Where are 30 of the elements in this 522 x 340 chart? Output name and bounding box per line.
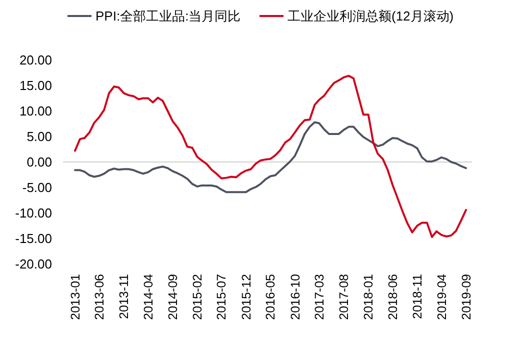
y-tick-label: -5.00 — [22, 180, 52, 196]
x-tick-label: 2017-08 — [337, 274, 352, 320]
x-tick-label: 2018-01 — [362, 274, 376, 320]
line-series — [74, 74, 467, 238]
x-tick-label: 2018-06 — [386, 274, 400, 320]
x-tick-label: 2018-11 — [410, 274, 425, 319]
x-tick-label: 2014-09 — [166, 274, 180, 320]
y-tick-label: 5.00 — [26, 129, 52, 144]
y-tick-label: 0.00 — [26, 154, 52, 170]
x-tick-label: 2013-06 — [92, 274, 107, 320]
x-tick-label: 2017-03 — [312, 274, 327, 320]
x-tick-label: 2013-11 — [117, 274, 132, 319]
y-tick-label: 10.00 — [19, 104, 52, 119]
legend-label: 工业企业利润总额(12月滚动) — [288, 8, 454, 24]
y-tick-label: 20.00 — [19, 52, 52, 68]
y-tick-label: 15.00 — [19, 78, 52, 94]
x-tick-label: 2016-05 — [264, 274, 278, 320]
x-tick-label: 2016-10 — [288, 274, 302, 320]
y-tick-label: -10.00 — [15, 206, 52, 221]
y-tick-label: -20.00 — [15, 256, 52, 272]
x-tick-label: 2019-04 — [434, 274, 449, 320]
x-tick-label: 2015-02 — [190, 274, 205, 320]
y-tick-label: -15.00 — [15, 231, 52, 246]
x-tick-label: 2013-01 — [68, 274, 82, 320]
x-tick-label: 2015-07 — [214, 274, 229, 320]
line-series — [74, 121, 467, 194]
x-tick-label: 2019-09 — [459, 274, 474, 320]
x-tick-label: 2015-12 — [239, 274, 254, 320]
legend-label: PPI:全部工业品:当月同比 — [96, 8, 241, 24]
x-tick-label: 2014-04 — [141, 274, 156, 320]
